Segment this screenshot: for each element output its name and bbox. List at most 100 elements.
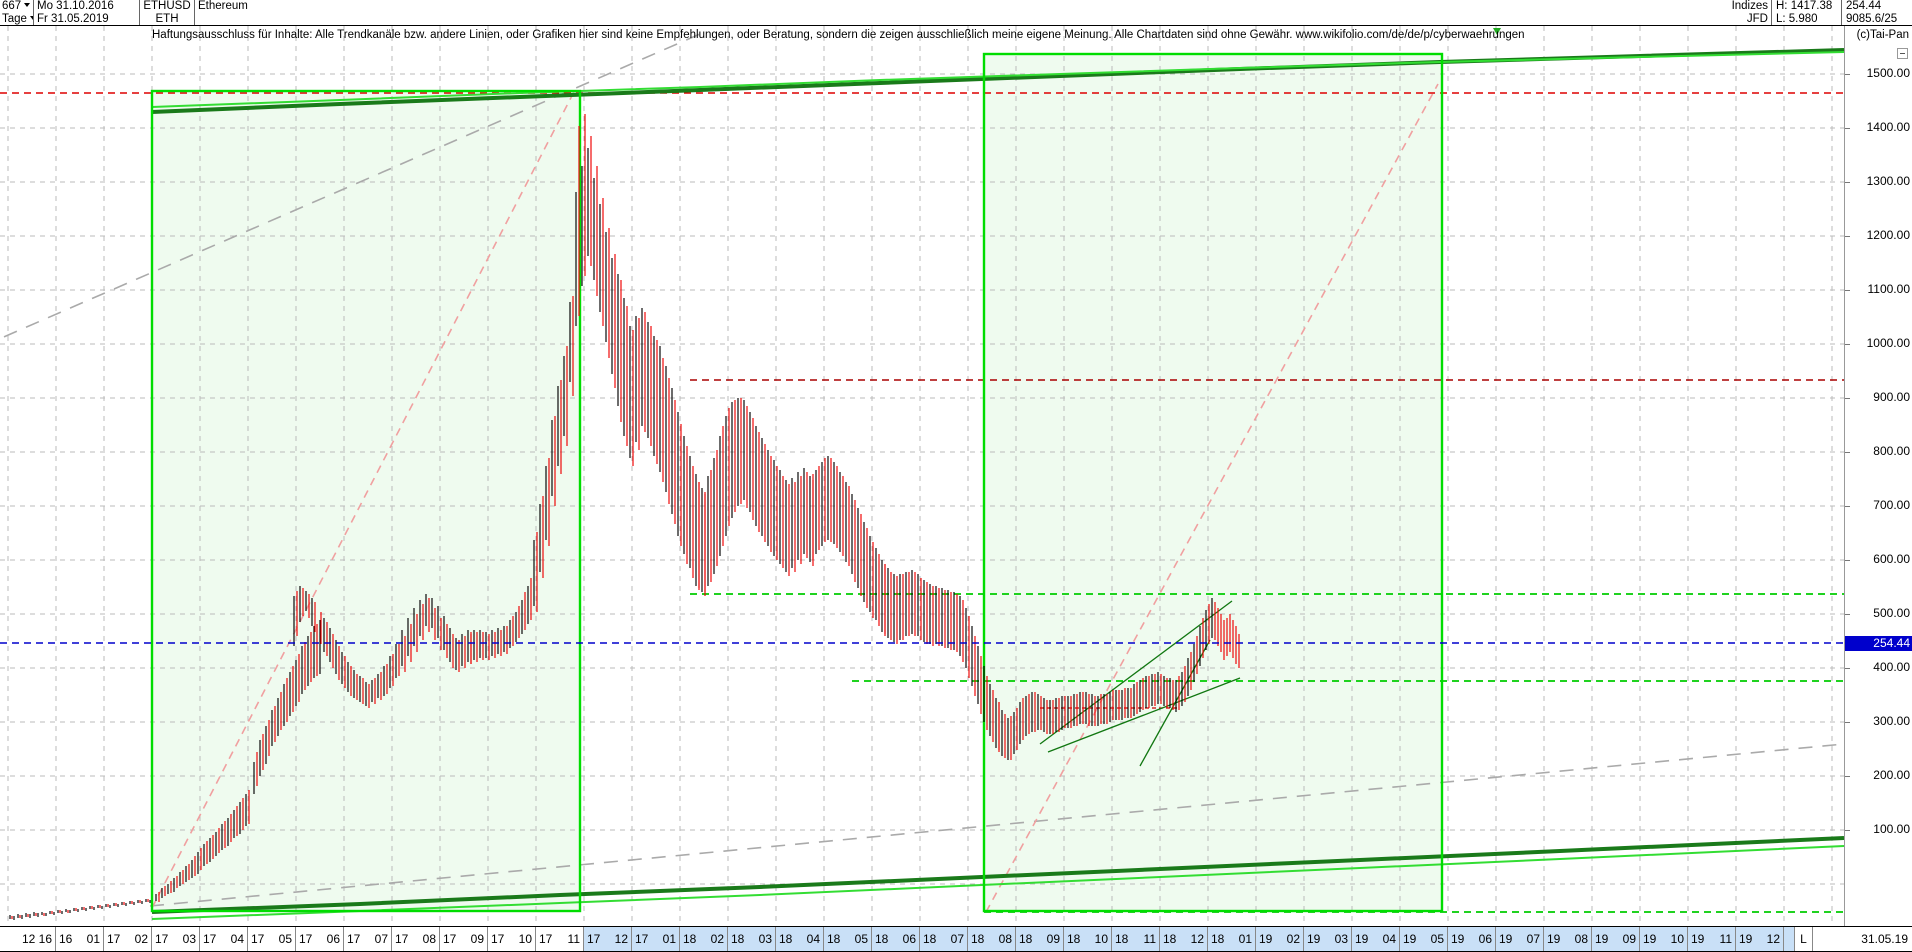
- date-from-field[interactable]: Mo 31.10.2016: [34, 0, 140, 13]
- copyright-label: (c)Tai-Pan: [1856, 29, 1909, 41]
- price-tick: [1845, 506, 1850, 507]
- date-cell[interactable]: 17 12: [584, 927, 632, 951]
- price-tick: [1845, 182, 1850, 183]
- date-cell[interactable]: 17 02: [104, 927, 152, 951]
- pink-dashed-projections: [151, 83, 1439, 913]
- price-tick: [1845, 830, 1850, 831]
- date-axis[interactable]: 12 16 16 01 17 02 17 03 17 04 17 05 17 06 17 07…: [0, 926, 1912, 952]
- price-tick: [1845, 398, 1850, 399]
- price-tick: [1845, 614, 1850, 615]
- horizontal-gridlines: [0, 73, 1844, 885]
- price-label-1000: 1000.00: [1866, 336, 1910, 350]
- date-cell[interactable]: 18 04: [776, 927, 824, 951]
- price-tick: [1845, 722, 1850, 723]
- chevron-down-icon[interactable]: [24, 3, 31, 8]
- date-cell[interactable]: 17 07: [344, 927, 392, 951]
- price-label-800: 800.00: [1873, 444, 1910, 458]
- last-price-value: 254.44: [1846, 0, 1882, 12]
- chart-area[interactable]: Haftungsausschluss für Inhalte: Alle Tre…: [0, 26, 1912, 952]
- price-label-1300: 1300.00: [1866, 174, 1910, 188]
- volume-ratio-value: 9085.6/25: [1846, 13, 1898, 25]
- date-cell[interactable]: 17 08: [392, 927, 440, 951]
- date-cell[interactable]: 19 02: [1256, 927, 1304, 951]
- last-marker-letter: L: [1794, 927, 1812, 951]
- currency-label: ETH: [140, 13, 195, 25]
- collapse-box-icon[interactable]: [1897, 48, 1908, 59]
- low-value: L: 5.980: [1772, 13, 1842, 25]
- date-cell[interactable]: 18 06: [872, 927, 920, 951]
- last-date-label: 31.05.19: [1812, 927, 1912, 951]
- green-arrow-marker: [1493, 28, 1501, 35]
- price-plot[interactable]: Haftungsausschluss für Inhalte: Alle Tre…: [0, 26, 1844, 926]
- channel-box-1-fill: [152, 91, 580, 911]
- source-broker-label: JFD: [1722, 13, 1772, 25]
- date-cell[interactable]: 17 11: [536, 927, 584, 951]
- price-label-700: 700.00: [1873, 498, 1910, 512]
- price-tick: [1845, 236, 1850, 237]
- price-tick: [1845, 560, 1850, 561]
- price-label-100: 100.00: [1873, 822, 1910, 836]
- lower-rising-support-light-green: [151, 845, 1844, 920]
- price-tick: [1845, 452, 1850, 453]
- date-cell[interactable]: 19 12: [1736, 927, 1784, 951]
- date-to-field[interactable]: Fr 31.05.2019: [34, 13, 140, 25]
- price-tick: [1845, 344, 1850, 345]
- date-cell[interactable]: 17 03: [152, 927, 200, 951]
- symbol-label: ETHUSD: [140, 0, 195, 13]
- chart-header-bar: 667 Tage Mo 31.10.2016 Fr 31.05.2019 ETH…: [0, 0, 1912, 26]
- date-cell[interactable]: 17 04: [200, 927, 248, 951]
- date-cell[interactable]: 17 05: [248, 927, 296, 951]
- date-cell[interactable]: 19 05: [1400, 927, 1448, 951]
- price-label-200: 200.00: [1873, 768, 1910, 782]
- grey-dashed-projection-band: [0, 33, 1844, 907]
- date-cell[interactable]: 18 03: [728, 927, 776, 951]
- date-cell[interactable]: 18 02: [680, 927, 728, 951]
- price-label-500: 500.00: [1873, 606, 1910, 620]
- date-cell[interactable]: 17 01: [632, 927, 680, 951]
- price-label-1100: 1100.00: [1867, 282, 1911, 296]
- date-cell[interactable]: 19 04: [1352, 927, 1400, 951]
- date-cell[interactable]: 17 06: [296, 927, 344, 951]
- price-label-600: 600.00: [1873, 552, 1910, 566]
- date-cell[interactable]: 18 09: [1016, 927, 1064, 951]
- price-tick: [1845, 128, 1850, 129]
- current-price-badge[interactable]: 254.44: [1845, 636, 1912, 651]
- bars-count-field[interactable]: 667: [0, 0, 34, 13]
- date-cell[interactable]: 19 09: [1592, 927, 1640, 951]
- date-cell[interactable]: 18 10: [1064, 927, 1112, 951]
- price-label-300: 300.00: [1873, 714, 1910, 728]
- price-axis[interactable]: (c)Tai-Pan 1500.00 1400.00 1300.00 1200.…: [1844, 26, 1912, 926]
- date-cell[interactable]: 18 05: [824, 927, 872, 951]
- date-cell[interactable]: 19 11: [1688, 927, 1736, 951]
- channel-box-1-outline: [150, 89, 582, 913]
- date-cell[interactable]: 17 09: [440, 927, 488, 951]
- vertical-gridlines: [7, 26, 1833, 926]
- date-cell[interactable]: 19 03: [1304, 927, 1352, 951]
- date-cell[interactable]: 19 06: [1448, 927, 1496, 951]
- date-cell[interactable]: 19 08: [1544, 927, 1592, 951]
- date-cell[interactable]: 18 08: [968, 927, 1016, 951]
- date-cell-spacer: [1784, 927, 1794, 951]
- date-cell[interactable]: 17 10: [488, 927, 536, 951]
- candlestick-series: [9, 114, 1240, 920]
- date-cell[interactable]: 19 07: [1496, 927, 1544, 951]
- date-cell[interactable]: 12 16: [8, 927, 56, 951]
- source-group-label: Indizes: [1722, 0, 1772, 13]
- date-cell[interactable]: 16 01: [56, 927, 104, 951]
- price-tick: [1845, 290, 1850, 291]
- upper-channel-light-green: [151, 51, 1844, 108]
- date-cell[interactable]: 18 07: [920, 927, 968, 951]
- lower-rising-support-dark-green: [151, 836, 1844, 914]
- channel-box-2-outline: [982, 52, 1444, 913]
- high-value: H: 1417.38: [1772, 0, 1842, 13]
- bars-count-value: 667: [2, 0, 22, 12]
- date-cell[interactable]: 18 12: [1160, 927, 1208, 951]
- chevron-down-icon-2[interactable]: [29, 16, 33, 21]
- date-cell[interactable]: 18 11: [1112, 927, 1160, 951]
- date-cell[interactable]: 19 10: [1640, 927, 1688, 951]
- price-plot-svg: [0, 26, 1844, 926]
- date-cell[interactable]: 18 01: [1208, 927, 1256, 951]
- interval-label: Tage: [2, 13, 27, 25]
- interval-select[interactable]: Tage: [0, 13, 34, 25]
